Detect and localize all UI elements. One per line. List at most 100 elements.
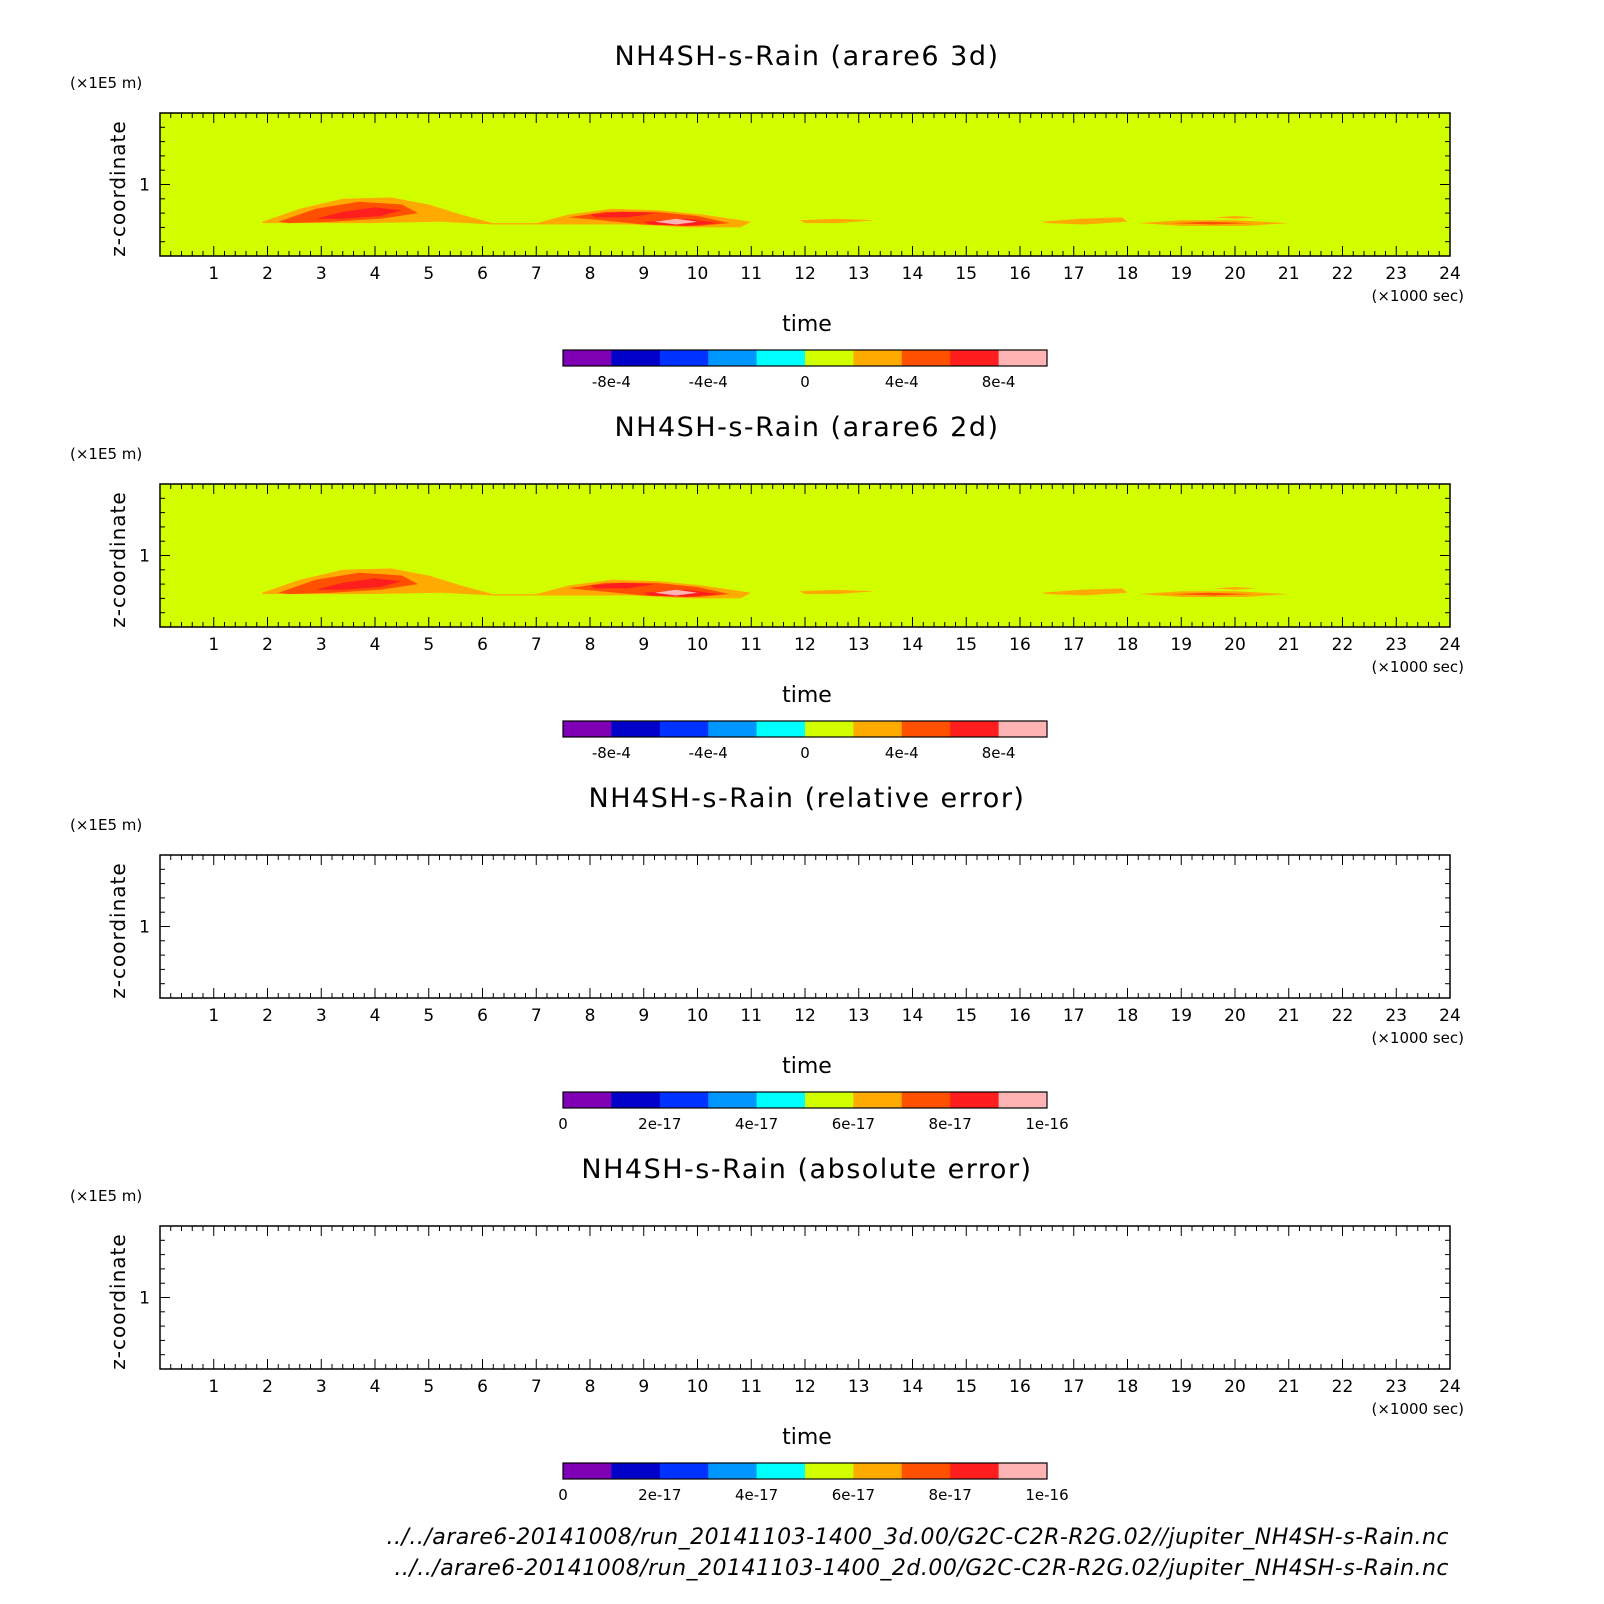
x-tick-label: 20 (1224, 1377, 1246, 1397)
colorbar-swatch (805, 721, 854, 737)
y-unit-label: (×1E5 m) (70, 1187, 142, 1205)
x-tick-label: 11 (740, 1377, 762, 1397)
x-tick-label: 21 (1278, 635, 1300, 655)
contour-region-12 (1213, 587, 1257, 590)
colorbar-frame (562, 349, 1048, 367)
x-tick-label: 15 (955, 264, 977, 284)
x-unit-label: (×1000 sec) (1371, 1400, 1464, 1418)
x-tick-label: 3 (316, 1006, 327, 1026)
chart-panel-1: NH4SH-s-Rain (arare6 3d)(×1E5 m)1 2 3 4 5 6 7 8… (70, 41, 1464, 391)
colorbar-swatch (659, 1463, 709, 1479)
colorbar-swatch (853, 1463, 903, 1479)
colorbar-label: 8e-4 (982, 744, 1016, 762)
x-tick-label: 13 (848, 1006, 870, 1026)
contour-region-7 (654, 218, 698, 225)
colorbar-swatch (950, 721, 1000, 737)
colorbar-swatch (563, 350, 612, 366)
x-tick-label: 8 (585, 264, 596, 284)
x-tick-label: 6 (477, 1006, 488, 1026)
contour-region-11 (1170, 221, 1252, 225)
colorbar-swatch (756, 1092, 806, 1108)
x-tick-label: 1 (208, 1006, 219, 1026)
x-tick-label: 14 (902, 1377, 924, 1397)
colorbar-swatch (708, 1092, 758, 1108)
x-tick-label: 6 (477, 635, 488, 655)
x-tick-label: 22 (1332, 1006, 1354, 1026)
chart-panel-2: NH4SH-s-Rain (arare6 2d)(×1E5 m)1 2 3 4 5 6 7 8… (70, 412, 1464, 762)
colorbar-label: 4e-17 (735, 1115, 778, 1133)
colorbar-label: 8e-17 (929, 1486, 972, 1504)
x-tick-label: 9 (638, 1006, 649, 1026)
x-unit-label: (×1000 sec) (1371, 1029, 1464, 1047)
x-tick-label: 9 (638, 635, 649, 655)
x-tick-label: 4 (370, 264, 381, 284)
y-unit-label: (×1E5 m) (70, 445, 142, 463)
colorbar-swatch (998, 1092, 1048, 1108)
x-tick-label: 3 (316, 1377, 327, 1397)
x-tick-label: 19 (1170, 1006, 1192, 1026)
x-tick-label: 24 (1439, 1006, 1461, 1026)
x-tick-label: 4 (370, 1377, 381, 1397)
x-tick-label: 23 (1385, 635, 1407, 655)
contour-region-11 (1170, 592, 1252, 596)
x-tick-label: 2 (262, 264, 273, 284)
colorbar-swatch (659, 721, 709, 737)
colorbar-frame (562, 1091, 1048, 1109)
chart-title: NH4SH-s-Rain (arare6 3d) (614, 41, 999, 72)
x-tick-label: 2 (262, 1006, 273, 1026)
colorbar-label: 2e-17 (638, 1115, 681, 1133)
footer-path-2d: ../../arare6-20141008/run_20141103-1400_… (394, 1556, 1449, 1581)
plot-area (160, 1226, 1450, 1369)
plot-area (160, 855, 1450, 998)
colorbar-label: 4e-4 (885, 744, 919, 762)
x-tick-label: 22 (1332, 264, 1354, 284)
x-tick-label: 15 (955, 635, 977, 655)
y-tick-label: 1 (139, 1289, 150, 1309)
colorbar-swatch (756, 350, 806, 366)
x-tick-label: 12 (794, 1006, 816, 1026)
colorbar-label: 6e-17 (832, 1486, 875, 1504)
x-tick-label: 18 (1117, 1006, 1139, 1026)
x-tick-label: 11 (740, 1006, 762, 1026)
x-tick-label: 15 (955, 1377, 977, 1397)
x-tick-label: 12 (794, 1377, 816, 1397)
x-tick-label: 12 (794, 264, 816, 284)
x-tick-label: 2 (262, 1377, 273, 1397)
x-tick-label: 17 (1063, 635, 1085, 655)
x-tick-label: 5 (423, 635, 434, 655)
contour-region-8 (799, 218, 875, 224)
colorbar-swatch (950, 1463, 1000, 1479)
colorbar-swatch (756, 1463, 806, 1479)
colorbar-swatch (901, 1463, 951, 1479)
colorbar-swatch (853, 1092, 903, 1108)
colorbar-swatch (659, 350, 709, 366)
y-unit-label: (×1E5 m) (70, 74, 142, 92)
x-tick-label: 8 (585, 635, 596, 655)
plot-area (160, 484, 1450, 627)
x-tick-label: 13 (848, 1377, 870, 1397)
colorbar-swatch (611, 350, 661, 366)
colorbar-swatch (563, 1463, 612, 1479)
x-axis-label: time (782, 1054, 832, 1079)
colorbar-swatch (708, 721, 758, 737)
x-tick-label: 24 (1439, 1377, 1461, 1397)
x-tick-label: 22 (1332, 1377, 1354, 1397)
x-tick-label: 20 (1224, 1006, 1246, 1026)
colorbar-swatch (805, 350, 854, 366)
x-tick-label: 24 (1439, 635, 1461, 655)
chart-panel-3: NH4SH-s-Rain (relative error)(×1E5 m)1 2 3… (70, 783, 1464, 1133)
x-tick-label: 2 (262, 635, 273, 655)
colorbar-swatch (563, 721, 612, 737)
x-tick-label: 15 (955, 1006, 977, 1026)
colorbar-swatch (756, 721, 806, 737)
contour-region-3 (315, 207, 402, 219)
x-tick-label: 7 (531, 1006, 542, 1026)
x-tick-label: 19 (1170, 1377, 1192, 1397)
colorbar-label: 8e-4 (982, 373, 1016, 391)
x-tick-label: 16 (1009, 1377, 1031, 1397)
x-tick-label: 21 (1278, 1006, 1300, 1026)
colorbar-label: 1e-16 (1025, 1115, 1068, 1133)
x-tick-label: 10 (687, 1006, 709, 1026)
x-tick-label: 3 (316, 635, 327, 655)
